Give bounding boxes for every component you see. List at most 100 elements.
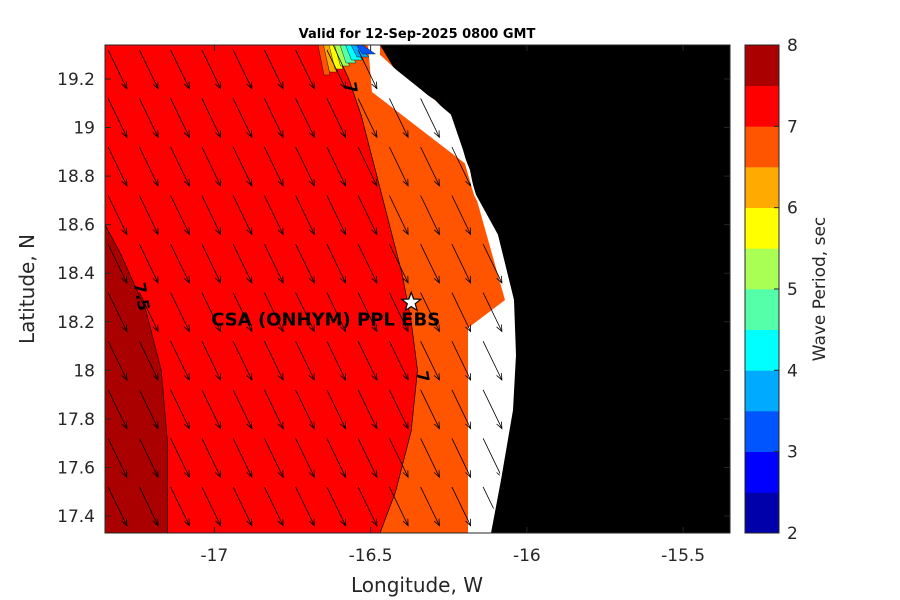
plot-area: CSA (ONHYM) PPL EBS 7.5 7 7 xyxy=(105,45,730,574)
direction-arrow-head xyxy=(121,227,128,236)
direction-arrow xyxy=(389,486,409,526)
direction-arrow-head xyxy=(153,567,158,574)
direction-arrow xyxy=(107,292,128,332)
direction-arrow-head xyxy=(465,373,472,381)
colorbar-band xyxy=(745,207,779,249)
direction-arrow xyxy=(420,195,440,235)
direction-arrow xyxy=(482,389,503,429)
direction-arrow xyxy=(139,486,159,526)
direction-arrow-head xyxy=(215,227,222,236)
direction-arrow xyxy=(482,438,503,478)
direction-arrow xyxy=(139,243,159,284)
colorbar-band xyxy=(745,85,779,127)
colorbar-tick-label: 7 xyxy=(787,117,798,137)
direction-arrow xyxy=(357,195,378,235)
direction-arrow-head xyxy=(308,275,315,284)
direction-arrow-head xyxy=(433,324,440,333)
site-star-icon xyxy=(400,290,423,312)
direction-arrow xyxy=(296,535,315,574)
direction-arrow-head xyxy=(215,275,222,284)
direction-arrow xyxy=(264,243,284,284)
direction-arrow-head xyxy=(496,275,503,284)
direction-arrow xyxy=(327,535,346,574)
direction-arrow-head xyxy=(215,373,222,381)
direction-arrow-head xyxy=(121,130,128,139)
colorbar-tick-label: 8 xyxy=(787,36,798,56)
contour-label: 7 xyxy=(413,370,434,384)
colorbar-tick-label: 6 xyxy=(787,199,798,219)
direction-arrow xyxy=(295,292,315,332)
direction-arrow-head xyxy=(152,470,159,479)
direction-arrow xyxy=(326,292,346,332)
direction-arrow-head xyxy=(402,227,409,236)
direction-arrow-head xyxy=(402,178,409,187)
direction-arrow-head xyxy=(152,227,159,236)
y-tick-label: 18 xyxy=(73,361,95,381)
direction-arrow xyxy=(389,292,409,332)
direction-arrow-head xyxy=(371,178,378,187)
direction-arrow-head xyxy=(183,373,190,381)
direction-arrow xyxy=(232,486,253,526)
colorbar-tick-label: 2 xyxy=(787,524,798,544)
direction-arrow-head xyxy=(465,518,472,527)
colorbar-label: Wave Period, sec xyxy=(810,217,830,362)
direction-arrow-head xyxy=(433,227,440,236)
direction-arrow-head xyxy=(152,178,159,187)
direction-arrow xyxy=(326,49,346,89)
direction-arrow xyxy=(357,146,378,186)
wave-direction-arrows xyxy=(107,49,503,574)
direction-arrow xyxy=(139,389,159,429)
direction-arrow-head xyxy=(183,178,190,187)
direction-arrow-head xyxy=(277,421,284,430)
direction-arrow-head xyxy=(277,130,284,139)
direction-arrow xyxy=(107,146,128,186)
direction-arrow-head xyxy=(122,567,127,574)
direction-arrow-head xyxy=(277,275,284,284)
y-axis-label: Latitude, N xyxy=(15,234,39,344)
direction-arrow-head xyxy=(246,275,253,284)
direction-arrow xyxy=(357,49,378,89)
direction-arrow xyxy=(264,438,284,478)
direction-arrow-head xyxy=(246,324,253,333)
direction-arrow xyxy=(201,146,221,186)
colorbar-band xyxy=(745,248,779,290)
x-tick-label: -16.5 xyxy=(349,546,393,566)
direction-arrow xyxy=(389,146,409,186)
direction-arrow xyxy=(264,486,284,526)
direction-arrow-head xyxy=(246,421,253,430)
direction-arrow-head xyxy=(340,178,347,187)
direction-arrow xyxy=(451,341,471,381)
direction-arrow-head xyxy=(371,275,378,284)
direction-arrow xyxy=(139,195,159,235)
direction-arrow xyxy=(170,49,190,89)
direction-arrow-head xyxy=(496,324,503,333)
direction-arrow-head xyxy=(402,421,409,430)
direction-arrow xyxy=(139,98,159,138)
y-tick-label: 19.2 xyxy=(57,70,95,90)
direction-arrow xyxy=(389,438,409,478)
direction-arrow xyxy=(451,486,471,526)
direction-arrow-head xyxy=(402,324,409,333)
direction-arrow-head xyxy=(308,324,315,333)
direction-arrow-head xyxy=(433,518,440,527)
contour-lines xyxy=(105,45,418,533)
colorbar-band xyxy=(745,329,779,371)
direction-arrow-head xyxy=(340,421,347,430)
direction-arrow-head xyxy=(308,81,315,90)
colorbar-tick-label: 5 xyxy=(787,280,798,300)
direction-arrow xyxy=(201,292,221,332)
period-7.5-to-8-region xyxy=(105,224,168,533)
direction-arrow-head xyxy=(247,567,252,574)
direction-arrow xyxy=(357,438,378,478)
wedge-band xyxy=(356,45,377,55)
direction-arrow-head xyxy=(121,275,128,284)
direction-arrow-head xyxy=(340,567,345,574)
direction-arrow-head xyxy=(183,518,190,527)
direction-arrow-head xyxy=(278,567,283,574)
direction-arrow xyxy=(232,146,253,186)
direction-arrow xyxy=(107,195,128,235)
direction-arrow-head xyxy=(246,227,253,236)
colorbar-tick-label: 3 xyxy=(787,443,798,463)
direction-arrow xyxy=(170,243,190,284)
